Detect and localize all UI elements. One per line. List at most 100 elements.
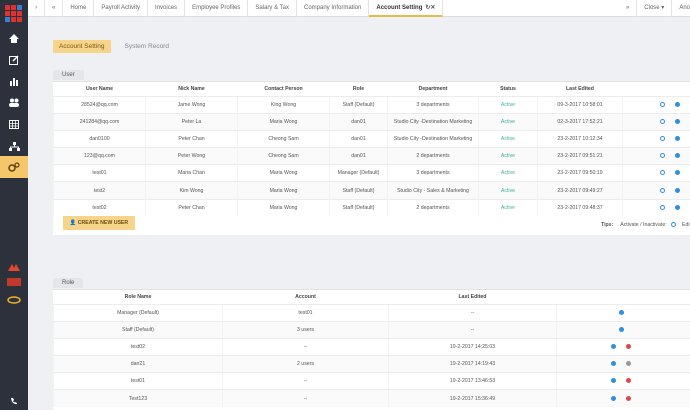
- cell: Kim Wong: [145, 181, 238, 200]
- table-icon[interactable]: [7, 118, 21, 130]
- power-icon: [671, 222, 677, 228]
- column-header: Account: [295, 293, 316, 300]
- tab-back[interactable]: ›: [28, 0, 45, 17]
- cell-text: 3 departments: [416, 170, 450, 177]
- cell-text: Maria Wong: [269, 204, 298, 211]
- power-button[interactable]: [659, 170, 665, 176]
- column-header: User Name: [85, 85, 114, 92]
- edit-button[interactable]: [611, 395, 617, 401]
- partial-tab[interactable]: Ano: [679, 4, 690, 11]
- edit-button[interactable]: [674, 170, 680, 176]
- cell: Peter Chan: [145, 198, 238, 217]
- tab[interactable]: Home: [63, 0, 95, 17]
- row: test02 Peter Chan Maria Wong Staff (Default…: [53, 198, 690, 217]
- cell-text: Peter Chan: [178, 135, 205, 142]
- tab[interactable]: Employee Profiles: [185, 0, 249, 17]
- row: test02 -- 19-2-2017 14:25:03: [53, 337, 690, 356]
- view-button[interactable]: [618, 309, 624, 315]
- delete-button[interactable]: [626, 395, 632, 401]
- cell: test02: [53, 337, 223, 356]
- tab-next[interactable]: »: [619, 0, 638, 17]
- power-button[interactable]: [659, 153, 665, 159]
- tips: Tips: Activate / Inactivate: Edi: [601, 222, 690, 228]
- cell-text: 23-2-2017 09:48:37: [557, 204, 603, 211]
- tab[interactable]: Salary & Tax: [248, 0, 297, 17]
- delete-button[interactable]: [626, 344, 632, 350]
- cell-text: 3 users: [296, 326, 314, 333]
- edit-button[interactable]: [674, 136, 680, 142]
- settings-active[interactable]: [0, 156, 28, 178]
- power-button[interactable]: [659, 136, 665, 142]
- row: Manager (Default) test01 --: [53, 303, 690, 322]
- chart-icon[interactable]: [7, 75, 21, 87]
- cell-text: Staff (Default): [342, 101, 375, 108]
- edit-icon[interactable]: [7, 54, 21, 66]
- org-icon[interactable]: [7, 140, 21, 152]
- cell: 19-2-2017 14:25:03: [388, 337, 557, 356]
- delete-button[interactable]: [626, 378, 632, 384]
- row: dan0100 Peter Chan Cheong Sam dan01 Studio C…: [53, 129, 690, 148]
- view-button[interactable]: [618, 326, 624, 332]
- cell: Active: [478, 164, 538, 182]
- users-icon[interactable]: [7, 96, 21, 108]
- cell-text: Staff (Default): [342, 187, 375, 194]
- edit-button[interactable]: [674, 187, 680, 193]
- user-panel: User Name Nick Name Contact Person Role Depa…: [53, 81, 690, 235]
- user-table: User Name Nick Name Contact Person Role Depa…: [53, 82, 690, 217]
- cell: Studio City -Destination Marketing: [387, 129, 479, 148]
- cell: 09-3-2017 10:58:01: [537, 95, 623, 114]
- edit-button[interactable]: [611, 361, 617, 367]
- tab-prev[interactable]: «: [45, 0, 64, 17]
- sub-tab[interactable]: Account Setting: [53, 40, 111, 53]
- cell-text: --: [303, 343, 308, 350]
- power-button[interactable]: [659, 205, 665, 211]
- panel-label: User: [53, 70, 84, 80]
- edit-button[interactable]: [611, 378, 617, 384]
- tips-edit: Edi: [682, 222, 690, 228]
- tab-icons: ↻✕: [425, 4, 436, 11]
- sub-tab[interactable]: System Record: [124, 43, 169, 50]
- edit-button[interactable]: [674, 101, 680, 107]
- cell: 19-2-2017 14:19:43: [388, 355, 557, 373]
- cell: Maria Wong: [237, 112, 330, 131]
- cell-text: Maria Chan: [178, 170, 205, 177]
- tab[interactable]: Payroll Activity: [94, 0, 149, 17]
- cell-text: 23-2-2017 09:49:27: [557, 187, 603, 194]
- cell-text: Cheong Sam: [268, 153, 299, 160]
- cell-text: 28524@qq.com: [81, 101, 118, 108]
- column-header: Role: [352, 85, 365, 92]
- create-user-button[interactable]: 👤 CREATE NEW USER: [63, 216, 135, 230]
- cell-text: test2: [93, 187, 106, 194]
- cell: Test123: [53, 389, 223, 408]
- close-menu[interactable]: Close ▾: [637, 0, 673, 17]
- edit-button[interactable]: [674, 118, 680, 124]
- tab[interactable]: Invoices: [148, 0, 186, 17]
- cell: Studio City -Destination Marketing: [387, 112, 479, 131]
- tab-label: Payroll Activity: [101, 4, 141, 11]
- edit-button[interactable]: [674, 153, 680, 159]
- cell-text: 09-3-2017 10:58:01: [557, 101, 603, 108]
- tab-label: Company Information: [304, 4, 362, 11]
- cell: Studio City - Sales & Marketing: [387, 181, 479, 200]
- cell-text: 241284@qq.com: [79, 118, 120, 125]
- power-button[interactable]: [659, 101, 665, 107]
- home-icon[interactable]: [7, 32, 21, 44]
- cell: Staff (Default): [329, 95, 388, 114]
- delete-button[interactable]: [626, 361, 632, 367]
- tab[interactable]: Company Information: [297, 0, 370, 17]
- close-label: Close: [644, 4, 660, 11]
- cell: 2 departments: [387, 198, 479, 217]
- edit-button[interactable]: [674, 205, 680, 211]
- edit-button[interactable]: [611, 344, 617, 350]
- cell-text: test01: [298, 309, 313, 316]
- cell: 02-3-2017 17:52:21: [537, 112, 623, 131]
- phone-icon[interactable]: [10, 397, 18, 405]
- brand-icon: [7, 278, 21, 286]
- power-button[interactable]: [659, 187, 665, 193]
- tab[interactable]: Account Setting ↻✕: [369, 0, 444, 17]
- cell-text: 2 departments: [416, 204, 450, 211]
- cell-text: Active: [500, 135, 516, 142]
- cell-text: 2 departments: [416, 153, 450, 160]
- power-button[interactable]: [659, 118, 665, 124]
- cell-text: 3 departments: [416, 101, 450, 108]
